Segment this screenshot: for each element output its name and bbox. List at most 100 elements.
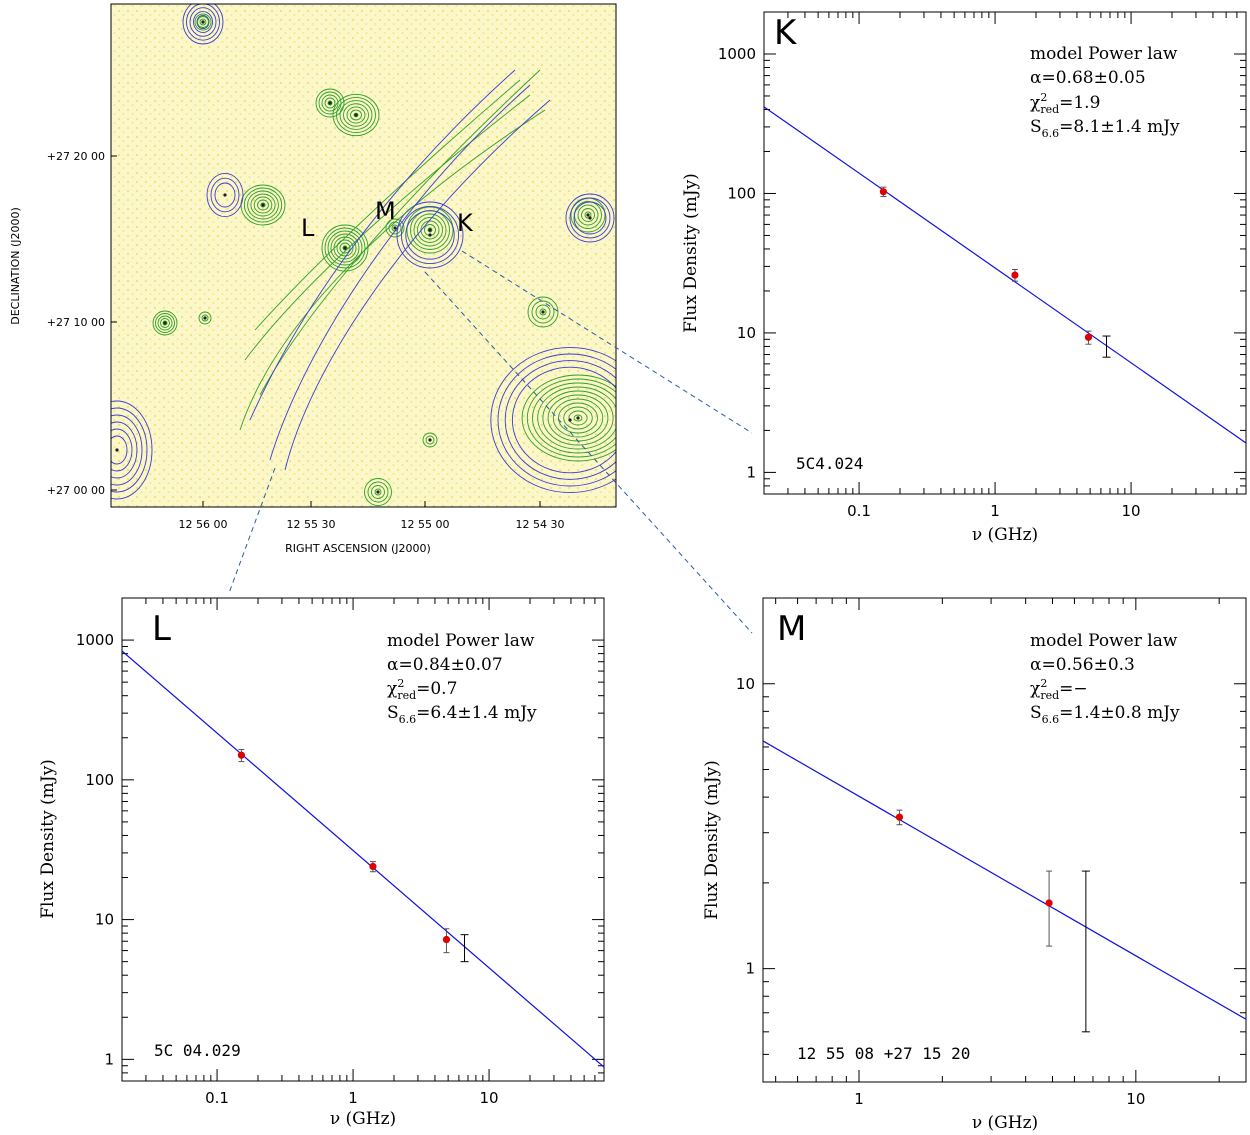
- contour: [210, 177, 240, 213]
- contour: [327, 100, 333, 106]
- source-core: [428, 438, 432, 442]
- map-frame: [110, 3, 617, 508]
- contour: [405, 210, 455, 260]
- contour: [253, 196, 273, 214]
- contour: [406, 206, 454, 254]
- contour: [425, 435, 435, 445]
- plot-marks: [763, 106, 1247, 444]
- contour: [324, 97, 336, 109]
- contour: [342, 245, 348, 251]
- contour: [350, 109, 362, 121]
- x-tick-label: 10: [1122, 502, 1141, 520]
- contour: [197, 16, 209, 28]
- y-tick-label: 10: [737, 324, 756, 342]
- model-name: model Power law: [1030, 631, 1178, 651]
- contour: [568, 410, 588, 426]
- y-axis-title: Flux Density (mJy): [681, 173, 701, 333]
- contour: [569, 197, 611, 239]
- contour: [189, 7, 217, 37]
- contour: [521, 374, 616, 462]
- source-core: [376, 490, 380, 494]
- y-axis-title: Flux Density (mJy): [702, 760, 722, 920]
- model-flux: S6.6=8.1±1.4 mJy: [1030, 117, 1180, 140]
- contour: [260, 202, 266, 208]
- contour: [558, 402, 598, 434]
- source-core: [428, 233, 432, 237]
- contour: [157, 315, 173, 331]
- x-tick-label: 0.1: [847, 502, 871, 520]
- model-chi2: χ2 red=−: [1030, 677, 1088, 702]
- source-core: [354, 113, 358, 117]
- panel-letter: L: [152, 609, 171, 649]
- contour: [111, 407, 148, 493]
- plot-frame: [121, 597, 605, 1082]
- contour: [371, 485, 385, 499]
- data-point: [1011, 271, 1019, 279]
- spectrum-panel-m: 1 10 1 10 M model Power law α=0.56±0.3 χ2 re…: [702, 597, 1247, 1133]
- contour: [552, 398, 604, 438]
- contour: [327, 230, 363, 266]
- contour: [214, 182, 236, 208]
- contour: [413, 213, 447, 247]
- contour: [511, 366, 616, 474]
- contour: [400, 205, 460, 265]
- source-core: [393, 226, 397, 230]
- bridge-contour: [239, 109, 546, 431]
- contour: [155, 313, 175, 333]
- contour: [563, 406, 593, 430]
- x-axis-title: ν (GHz): [972, 1113, 1038, 1133]
- contour: [396, 201, 464, 269]
- contour: [196, 14, 210, 30]
- map-source-label-k: K: [457, 209, 474, 237]
- source-core: [261, 203, 265, 207]
- contour: [315, 88, 345, 118]
- contour: [199, 18, 207, 26]
- plot-frame: [763, 11, 1247, 495]
- contour: [385, 218, 405, 238]
- contour: [526, 378, 616, 458]
- contour: [330, 233, 360, 263]
- x-tick-label: 1: [854, 1090, 864, 1108]
- x-tick-label: 1: [348, 1089, 358, 1107]
- source-core: [223, 193, 227, 197]
- model-flux: S6.6=1.4±0.8 mJy: [1030, 703, 1180, 726]
- contour: [321, 94, 339, 112]
- ra-tick-label: 12 56 00: [179, 518, 228, 531]
- y-tick-label: 1000: [718, 45, 756, 63]
- y-tick-label: 1: [746, 463, 756, 481]
- contour: [417, 217, 443, 243]
- axis-ticks: 0.1 1 10 1 10 100 1000: [718, 11, 1247, 520]
- contour: [535, 304, 551, 320]
- data-point: [1084, 333, 1093, 341]
- y-tick-label: 10: [95, 911, 114, 929]
- source-name: 5C4.024: [796, 454, 863, 473]
- contour: [367, 481, 389, 503]
- contour: [353, 112, 359, 118]
- contour: [531, 300, 555, 324]
- y-tick-label: 100: [727, 184, 756, 202]
- contour: [186, 4, 220, 41]
- source-core: [163, 321, 167, 325]
- model-chi2: χ2 red=0.7: [387, 677, 457, 702]
- y-tick-label: 10: [736, 675, 755, 693]
- x-axis-title: ν (GHz): [972, 525, 1038, 545]
- contour: [539, 308, 547, 316]
- model-flux: S6.6=6.4±1.4 mJy: [387, 703, 537, 726]
- contour: [537, 386, 616, 450]
- data-point: [1045, 899, 1053, 907]
- contour: [111, 400, 153, 500]
- y-tick-label: 1: [745, 960, 755, 978]
- contour: [364, 478, 392, 506]
- contour: [336, 96, 376, 133]
- map-y-axis-title: DECLINATION (J2000): [9, 207, 22, 325]
- source-core: [328, 101, 332, 105]
- plot-marks: [121, 650, 605, 1068]
- model-alpha: α=0.56±0.3: [1030, 655, 1135, 675]
- bridge-contour: [284, 99, 551, 471]
- contour: [527, 296, 559, 328]
- contour: [111, 414, 143, 486]
- bridge-contour: [259, 69, 541, 396]
- contour: [584, 211, 592, 219]
- data-point: [369, 862, 377, 871]
- contour: [542, 390, 614, 446]
